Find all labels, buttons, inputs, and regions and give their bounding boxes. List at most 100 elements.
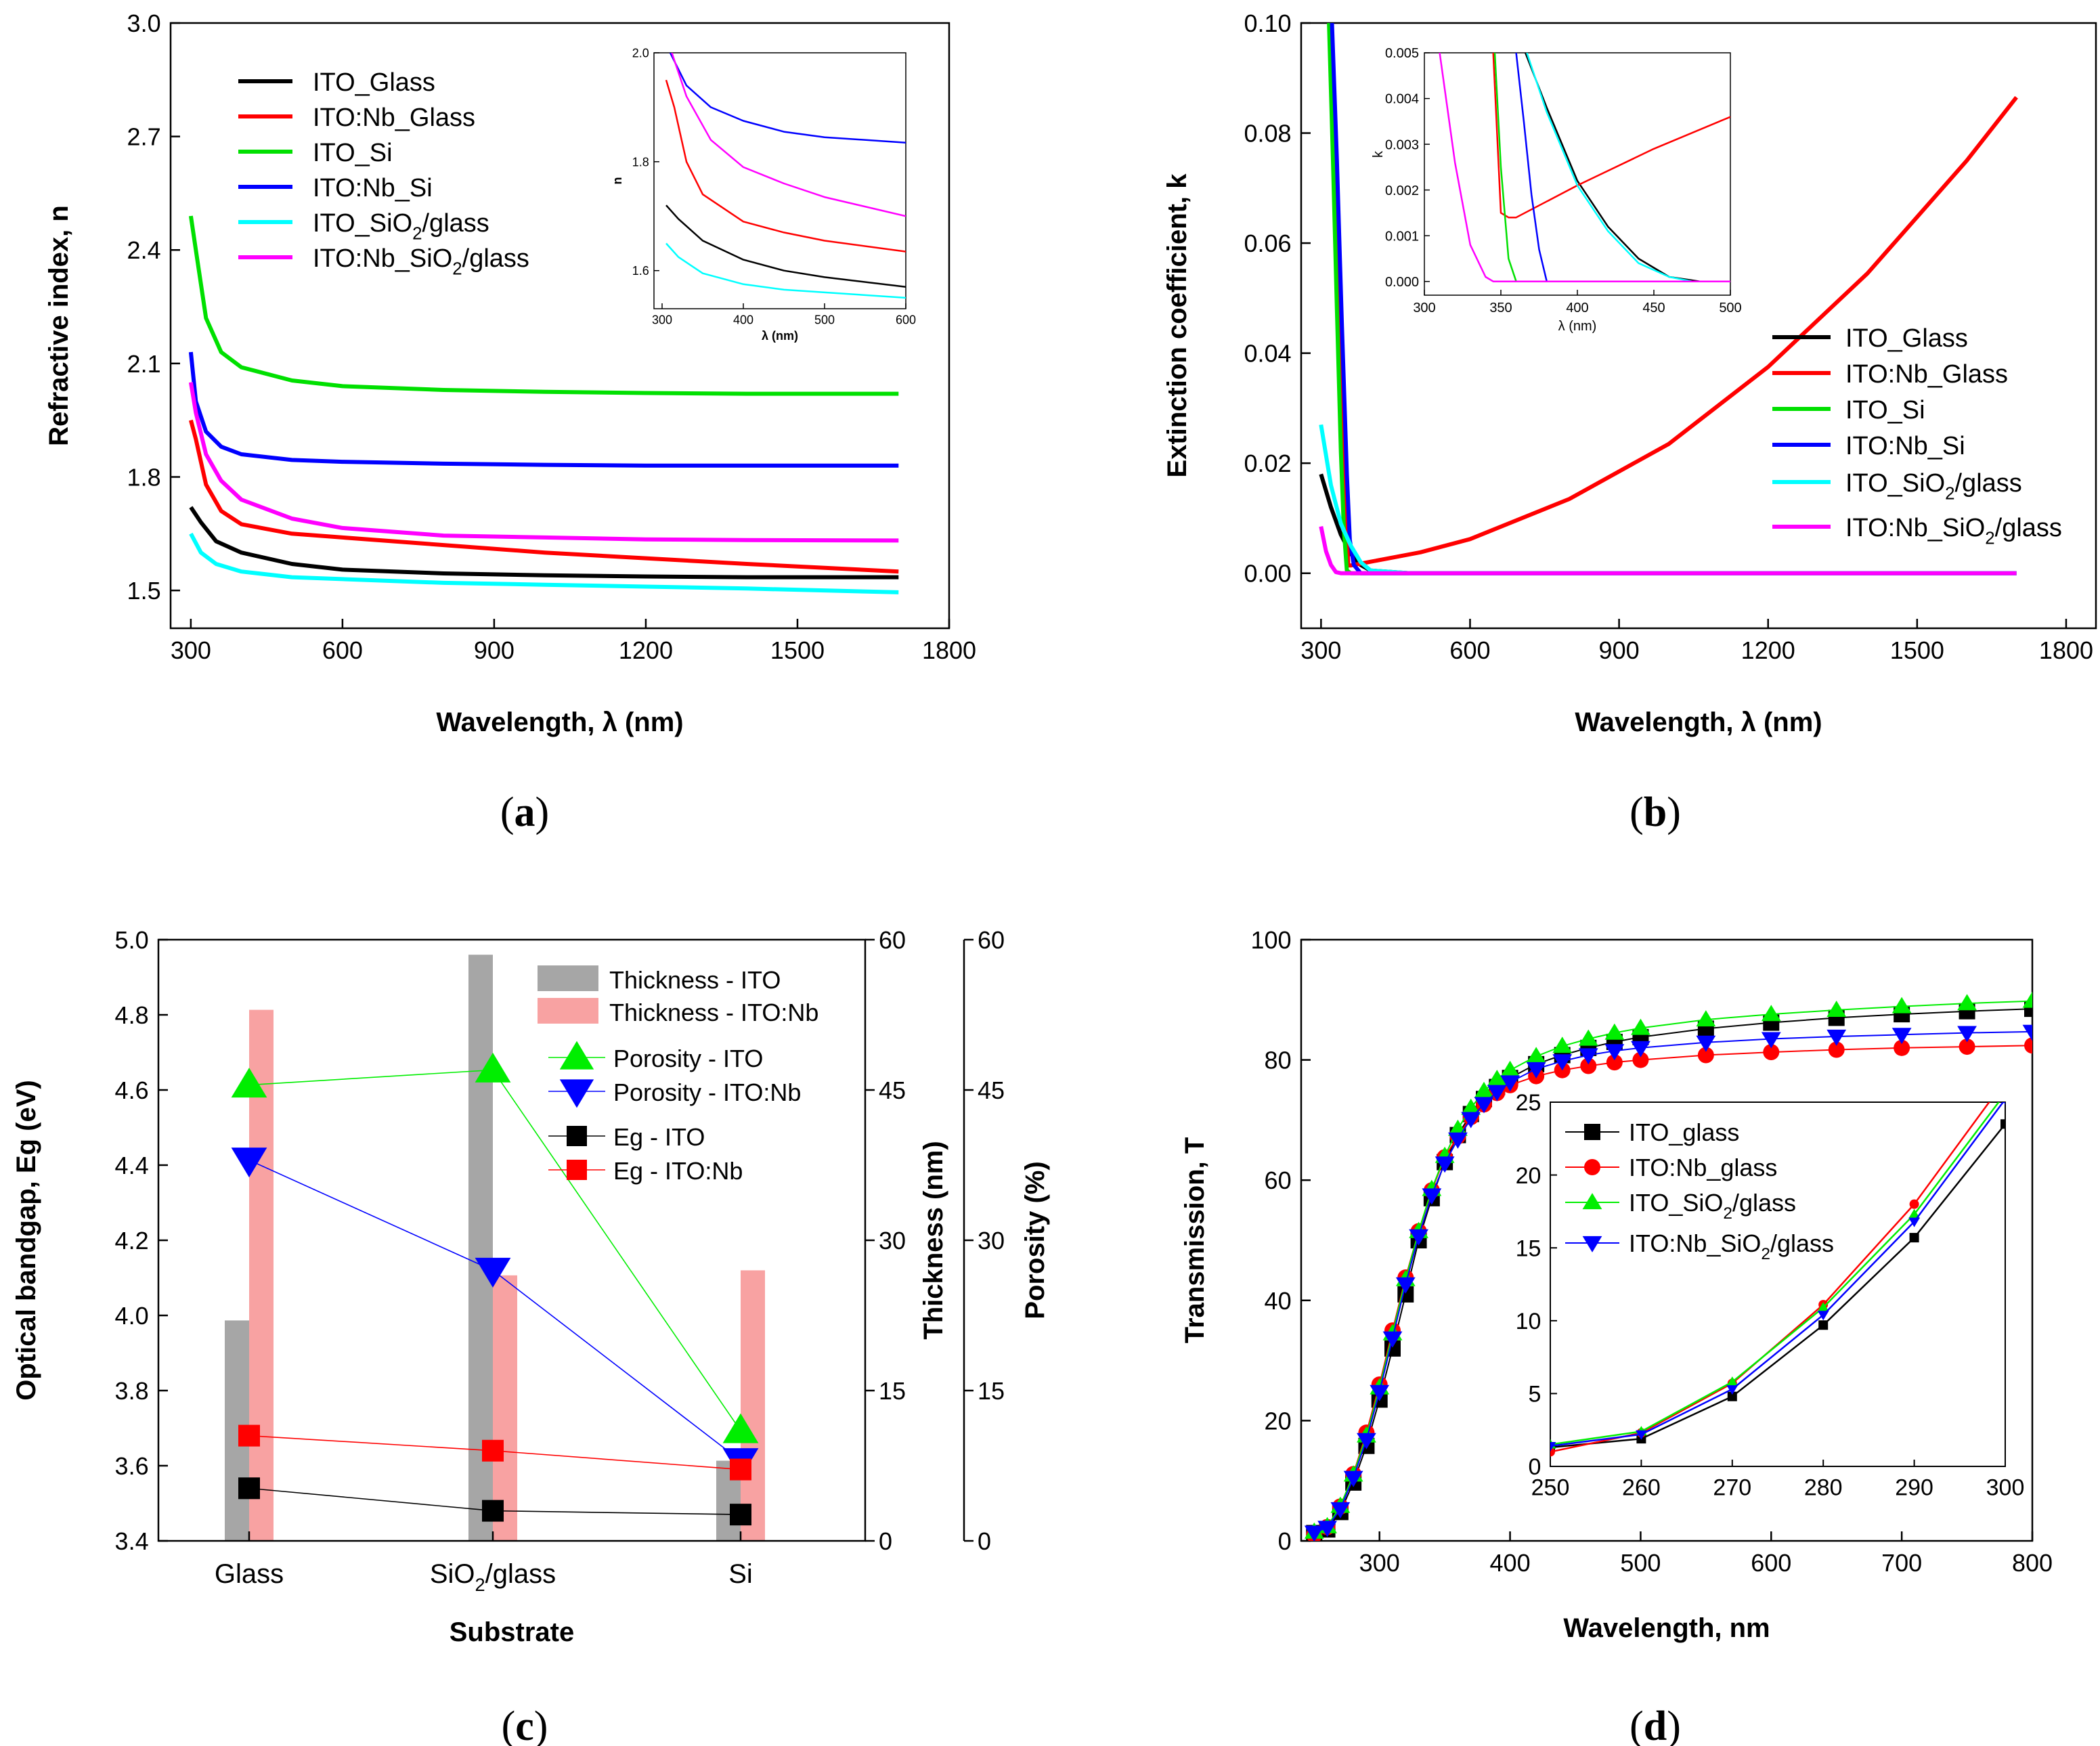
inset-marker-3-5 — [2003, 1102, 2005, 1105]
y-tick-label: 4.8 — [115, 1001, 149, 1029]
y-tick-label: 2.1 — [127, 350, 161, 378]
legend-label: ITO:Nb_Glass — [313, 104, 475, 132]
inset-marker-2-4 — [1908, 1208, 1920, 1219]
x-tick-label: 260 — [1622, 1475, 1661, 1501]
legend-label-base: ITO:Nb_Glass — [313, 104, 475, 132]
x-tick-label: 1800 — [2039, 636, 2093, 664]
x-tick-label: 250 — [1531, 1475, 1570, 1501]
marker-0-1 — [475, 1052, 511, 1083]
panel-label-a: (a) — [500, 789, 549, 835]
inset-marker-2-5 — [2000, 1088, 2011, 1097]
y-tick-label: 0.08 — [1244, 120, 1292, 148]
inset-series-line-3 — [665, 242, 906, 299]
legend-marker — [1584, 1124, 1600, 1140]
legend-label: ITO:Nb_SiO2/glass — [1845, 514, 2062, 548]
panel-label-d: (d) — [1629, 1703, 1681, 1746]
marker-1-25 — [1959, 1039, 1975, 1055]
inset-bg — [1424, 53, 1730, 295]
inset-series-group — [665, 53, 906, 299]
marker-2-21 — [1696, 1010, 1716, 1027]
marker-2-16 — [1526, 1047, 1546, 1064]
y-axis-title: Refractive index, n — [44, 205, 74, 446]
x-tick-label: 900 — [474, 636, 515, 664]
x-tick-label: 500 — [1719, 301, 1741, 315]
y-tick-label: 3.6 — [115, 1452, 149, 1480]
legend-marker — [1582, 1236, 1602, 1252]
x-tick-label: 280 — [1804, 1475, 1843, 1501]
marker-3-2 — [730, 1458, 751, 1481]
inset-series-line-4 — [671, 53, 906, 217]
x-tick-label: 600 — [1751, 1549, 1791, 1577]
series-line-5 — [1319, 526, 2017, 575]
marker-1-24 — [1894, 1039, 1910, 1056]
legend-marker — [559, 1079, 594, 1108]
series-line-0 — [189, 506, 899, 580]
panel-label-letter: d — [1644, 1703, 1667, 1746]
legend-label: ITO_SiO2/glass — [1845, 469, 2022, 503]
x-axis-title: Wavelength, λ (nm) — [436, 707, 683, 737]
inset-y-title: n — [611, 177, 624, 185]
legend-marker — [1582, 1193, 1602, 1210]
y2-tick-label: 30 — [879, 1227, 906, 1254]
y-tick-label: 0.002 — [1385, 183, 1419, 198]
panel-label-letter: a — [515, 789, 535, 835]
panel-b: 300 600 900 1200 1500 1800 0.00 0.02 0.04 0.06 0.0… — [1162, 9, 2097, 737]
y-axis-title: Extinction coefficient, k — [1162, 173, 1192, 478]
x-tick-label-base: Si — [728, 1559, 753, 1589]
legend-label-base: ITO:Nb_SiO — [1629, 1229, 1761, 1257]
marker-1-19 — [1606, 1054, 1623, 1071]
inset-series-line-0 — [665, 204, 906, 288]
legend-label-sub: 2 — [1945, 484, 1954, 503]
inset-series-group — [1439, 53, 1730, 282]
legend-label-base: ITO_SiO — [313, 209, 412, 238]
legend-marker — [567, 1126, 587, 1146]
marker-3-11 — [1448, 1132, 1468, 1149]
marker-2-24 — [1891, 997, 1912, 1013]
panel-label-c: (c) — [502, 1703, 548, 1746]
inset-marker-3-1 — [1636, 1430, 1647, 1440]
panel-label-close: ) — [535, 789, 550, 835]
y2-axis-title: Thickness (nm) — [919, 1141, 948, 1339]
y-tick-label: 2.7 — [127, 123, 161, 151]
x-tick-label: 700 — [1881, 1549, 1922, 1577]
legend-label: ITO:Nb_Si — [1845, 432, 1965, 460]
y-tick-label: 3.8 — [115, 1377, 149, 1405]
x-axis-title: Wavelength, nm — [1563, 1613, 1770, 1643]
marker-3-0 — [1304, 1525, 1324, 1541]
x-tick-label: 1200 — [1741, 636, 1795, 664]
panel-label-open: ( — [502, 1703, 516, 1746]
marker-3-4 — [1357, 1433, 1376, 1449]
panel-label-open: ( — [1629, 1703, 1644, 1746]
x-axis-title: Wavelength, λ (nm) — [1575, 707, 1822, 737]
marker-3-21 — [1696, 1035, 1716, 1052]
plot-frame — [1300, 938, 2034, 1542]
legend-swatch — [538, 998, 598, 1024]
bar-1-2 — [741, 1270, 765, 1541]
legend-label: Porosity - ITO:Nb — [613, 1078, 801, 1106]
x-tick-label: 400 — [1490, 1549, 1531, 1577]
plot-frame — [653, 52, 906, 309]
bar-1-1 — [493, 1275, 517, 1541]
marker-3-7 — [1395, 1277, 1416, 1294]
x-tick-label-base: Glass — [215, 1559, 284, 1589]
inset-marker-1-5 — [2000, 1076, 2010, 1085]
inset-marker-0-5 — [2000, 1119, 2005, 1129]
legend-label: ITO:Nb_SiO2/glass — [1629, 1229, 1834, 1263]
plot-frame — [1550, 1101, 2006, 1467]
legend-label: ITO_Glass — [313, 68, 435, 97]
y-tick-label: 25 — [1516, 1090, 1541, 1116]
y-tick-label: 0 — [1528, 1454, 1541, 1480]
marker-2-15 — [1500, 1060, 1520, 1077]
marker-3-8 — [1409, 1229, 1428, 1246]
panel-d: 300 400 500 600 700 800020406080100Wavelength… — [1180, 926, 2053, 1643]
marker-1-20 — [1632, 1051, 1649, 1068]
x-tick-label: SiO2/glass — [430, 1559, 556, 1595]
marker-2-22 — [1761, 1005, 1781, 1022]
legend-label-base: ITO_SiO — [1629, 1189, 1723, 1217]
y3-tick-label: 30 — [978, 1227, 1005, 1254]
marker-2-26 — [2022, 991, 2032, 1008]
x-tick-label: 600 — [896, 313, 916, 327]
y3-tick-label: 15 — [978, 1377, 1005, 1405]
panel-label-letter: b — [1644, 789, 1667, 835]
y3-tick-label: 45 — [978, 1076, 1005, 1104]
